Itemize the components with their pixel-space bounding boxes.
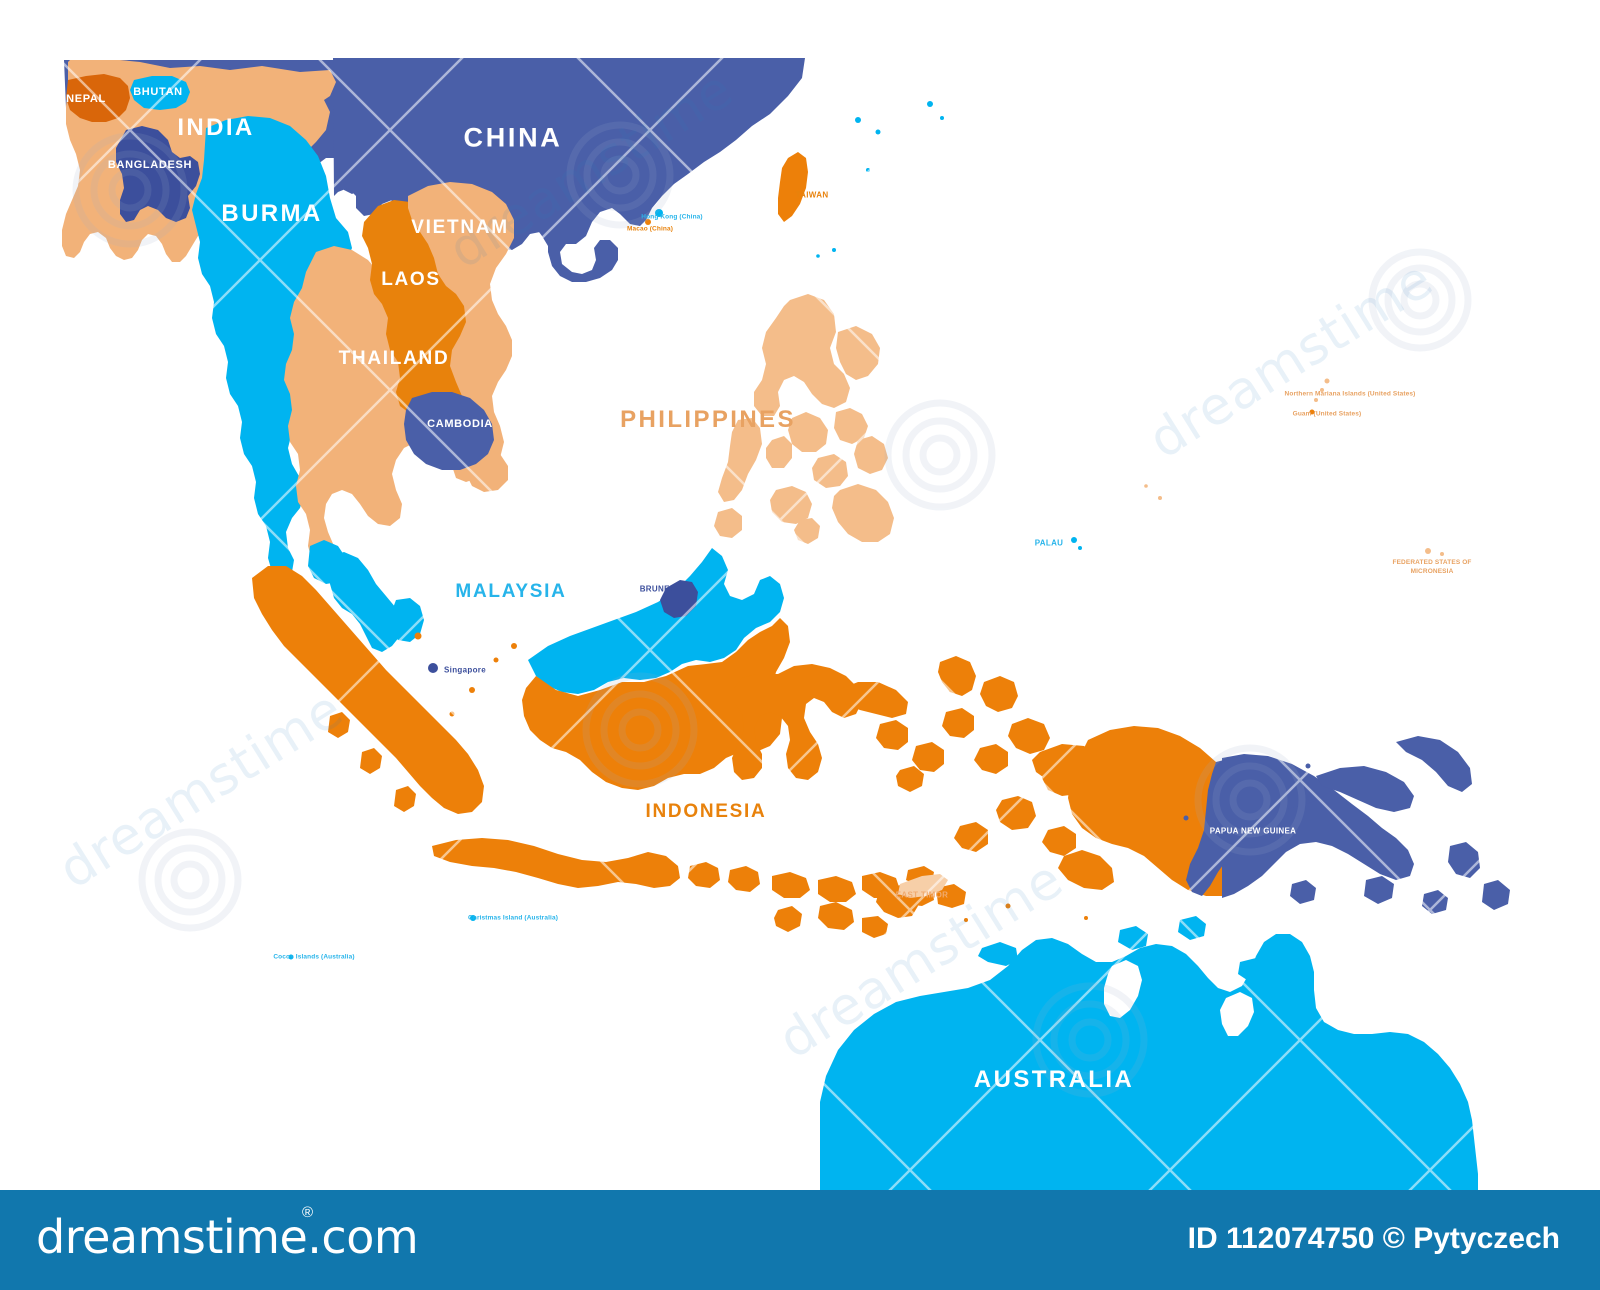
marker-cocos-islands	[288, 954, 294, 960]
country-shape-taiwan	[778, 152, 808, 222]
marker-hong-kong	[655, 209, 663, 217]
stock-photo-footer: dreamstime.com ® ID 112074750 © Pytyczec…	[0, 1190, 1600, 1290]
marker-christmas-island	[470, 915, 476, 921]
image-credit: ID 112074750 © Pytyczech	[1187, 1222, 1560, 1255]
registered-mark-icon: ®	[302, 1204, 314, 1221]
country-shape-indonesia-java	[432, 838, 760, 892]
country-shape-philippines	[714, 294, 894, 544]
marker-macao	[645, 219, 651, 225]
country-shape-papua-new-guinea	[1186, 736, 1510, 914]
dreamstime-logo[interactable]: dreamstime.com	[36, 1210, 419, 1264]
islands-south-china-sea	[816, 101, 944, 258]
country-shape-australia	[820, 916, 1478, 1190]
map-vector-layer	[62, 58, 1510, 1190]
islands-micronesia	[1144, 378, 1444, 556]
map-canvas: dreamstime dreamstime dreamstime dreamst…	[0, 0, 1600, 1190]
country-shape-singapore	[428, 663, 438, 673]
country-shape-palau	[1071, 537, 1082, 550]
